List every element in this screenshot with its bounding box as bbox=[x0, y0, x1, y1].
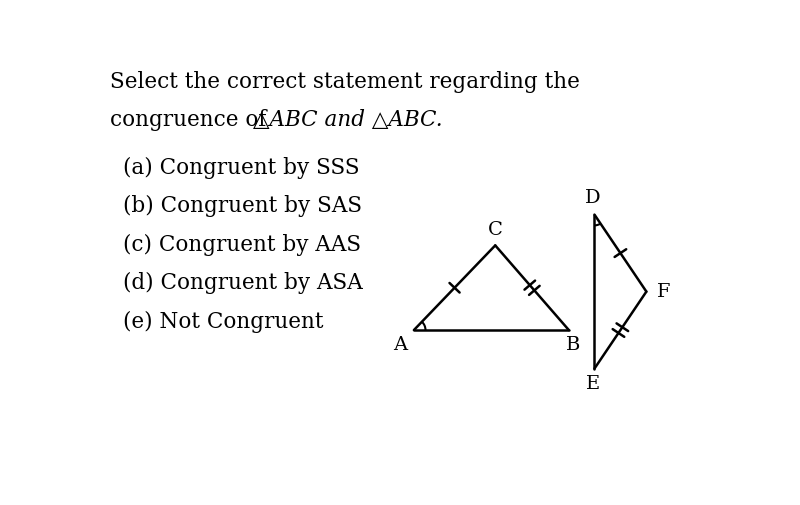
Text: congruence of: congruence of bbox=[110, 109, 274, 131]
Text: B: B bbox=[566, 336, 580, 355]
Text: (d) Congruent by ASA: (d) Congruent by ASA bbox=[123, 272, 363, 294]
Text: Select the correct statement regarding the: Select the correct statement regarding t… bbox=[110, 71, 580, 92]
Text: F: F bbox=[657, 283, 670, 300]
Text: C: C bbox=[488, 221, 502, 239]
Text: D: D bbox=[585, 189, 601, 207]
Text: △ABC and △ABC.: △ABC and △ABC. bbox=[253, 109, 442, 131]
Text: A: A bbox=[393, 336, 407, 355]
Text: E: E bbox=[586, 375, 600, 393]
Text: (a) Congruent by SSS: (a) Congruent by SSS bbox=[123, 157, 360, 179]
Text: (c) Congruent by AAS: (c) Congruent by AAS bbox=[123, 234, 362, 256]
Text: (b) Congruent by SAS: (b) Congruent by SAS bbox=[123, 195, 362, 218]
Text: (e) Not Congruent: (e) Not Congruent bbox=[123, 311, 324, 333]
